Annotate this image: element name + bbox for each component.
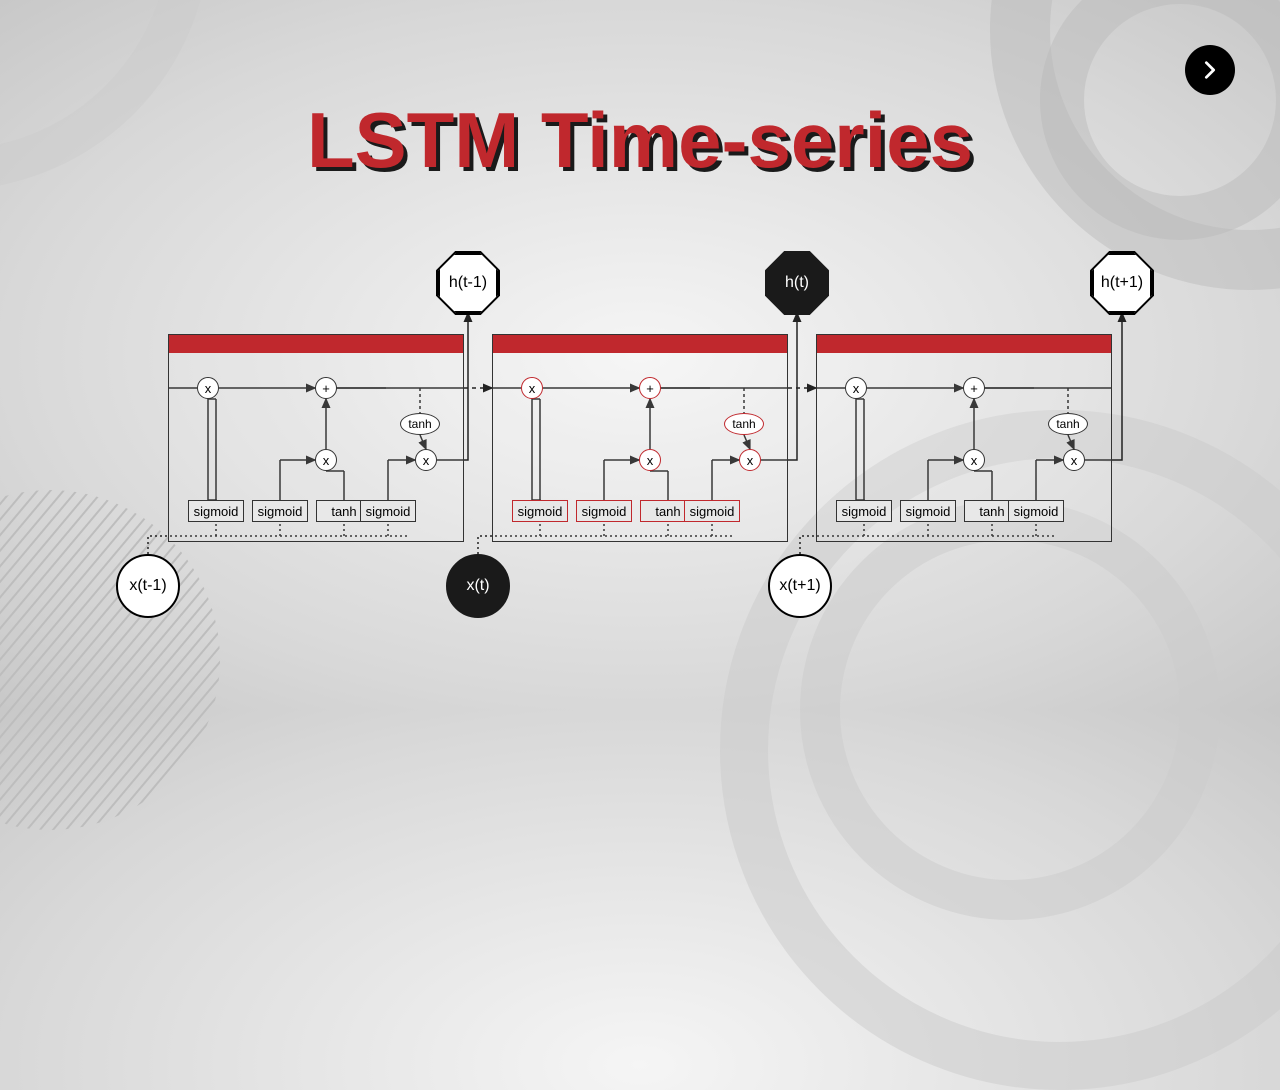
op-multiply: x <box>963 449 985 471</box>
gate-sigmoid: sigmoid <box>684 500 740 522</box>
op-multiply: x <box>739 449 761 471</box>
gate-sigmoid: sigmoid <box>836 500 892 522</box>
gate-sigmoid: sigmoid <box>1008 500 1064 522</box>
output-node: h(t) <box>767 253 827 313</box>
tanh-activation: tanh <box>400 413 440 435</box>
lstm-cell-header <box>493 335 787 353</box>
gate-sigmoid: sigmoid <box>360 500 416 522</box>
gate-sigmoid: sigmoid <box>576 500 632 522</box>
op-multiply: x <box>845 377 867 399</box>
op-multiply: x <box>1063 449 1085 471</box>
lstm-cell-header <box>817 335 1111 353</box>
gate-sigmoid: sigmoid <box>512 500 568 522</box>
output-node: h(t-1) <box>438 253 498 313</box>
op-multiply: x <box>521 377 543 399</box>
bg-ring-small-br <box>800 500 1220 920</box>
input-node: x(t+1) <box>768 554 832 618</box>
op-multiply: x <box>197 377 219 399</box>
op-multiply: x <box>415 449 437 471</box>
op-add: + <box>963 377 985 399</box>
output-node: h(t+1) <box>1092 253 1152 313</box>
lstm-cell-header <box>169 335 463 353</box>
gate-sigmoid: sigmoid <box>252 500 308 522</box>
gate-sigmoid: sigmoid <box>900 500 956 522</box>
page-title: LSTM Time-series LSTM Time-series <box>307 95 973 186</box>
chevron-right-icon <box>1199 59 1221 81</box>
gate-sigmoid: sigmoid <box>188 500 244 522</box>
input-node: x(t) <box>446 554 510 618</box>
op-add: + <box>639 377 661 399</box>
op-multiply: x <box>639 449 661 471</box>
tanh-activation: tanh <box>724 413 764 435</box>
next-button[interactable] <box>1185 45 1235 95</box>
title-text: LSTM Time-series <box>307 96 973 184</box>
tanh-activation: tanh <box>1048 413 1088 435</box>
bg-ring-tl <box>0 0 210 190</box>
op-multiply: x <box>315 449 337 471</box>
op-add: + <box>315 377 337 399</box>
input-node: x(t-1) <box>116 554 180 618</box>
